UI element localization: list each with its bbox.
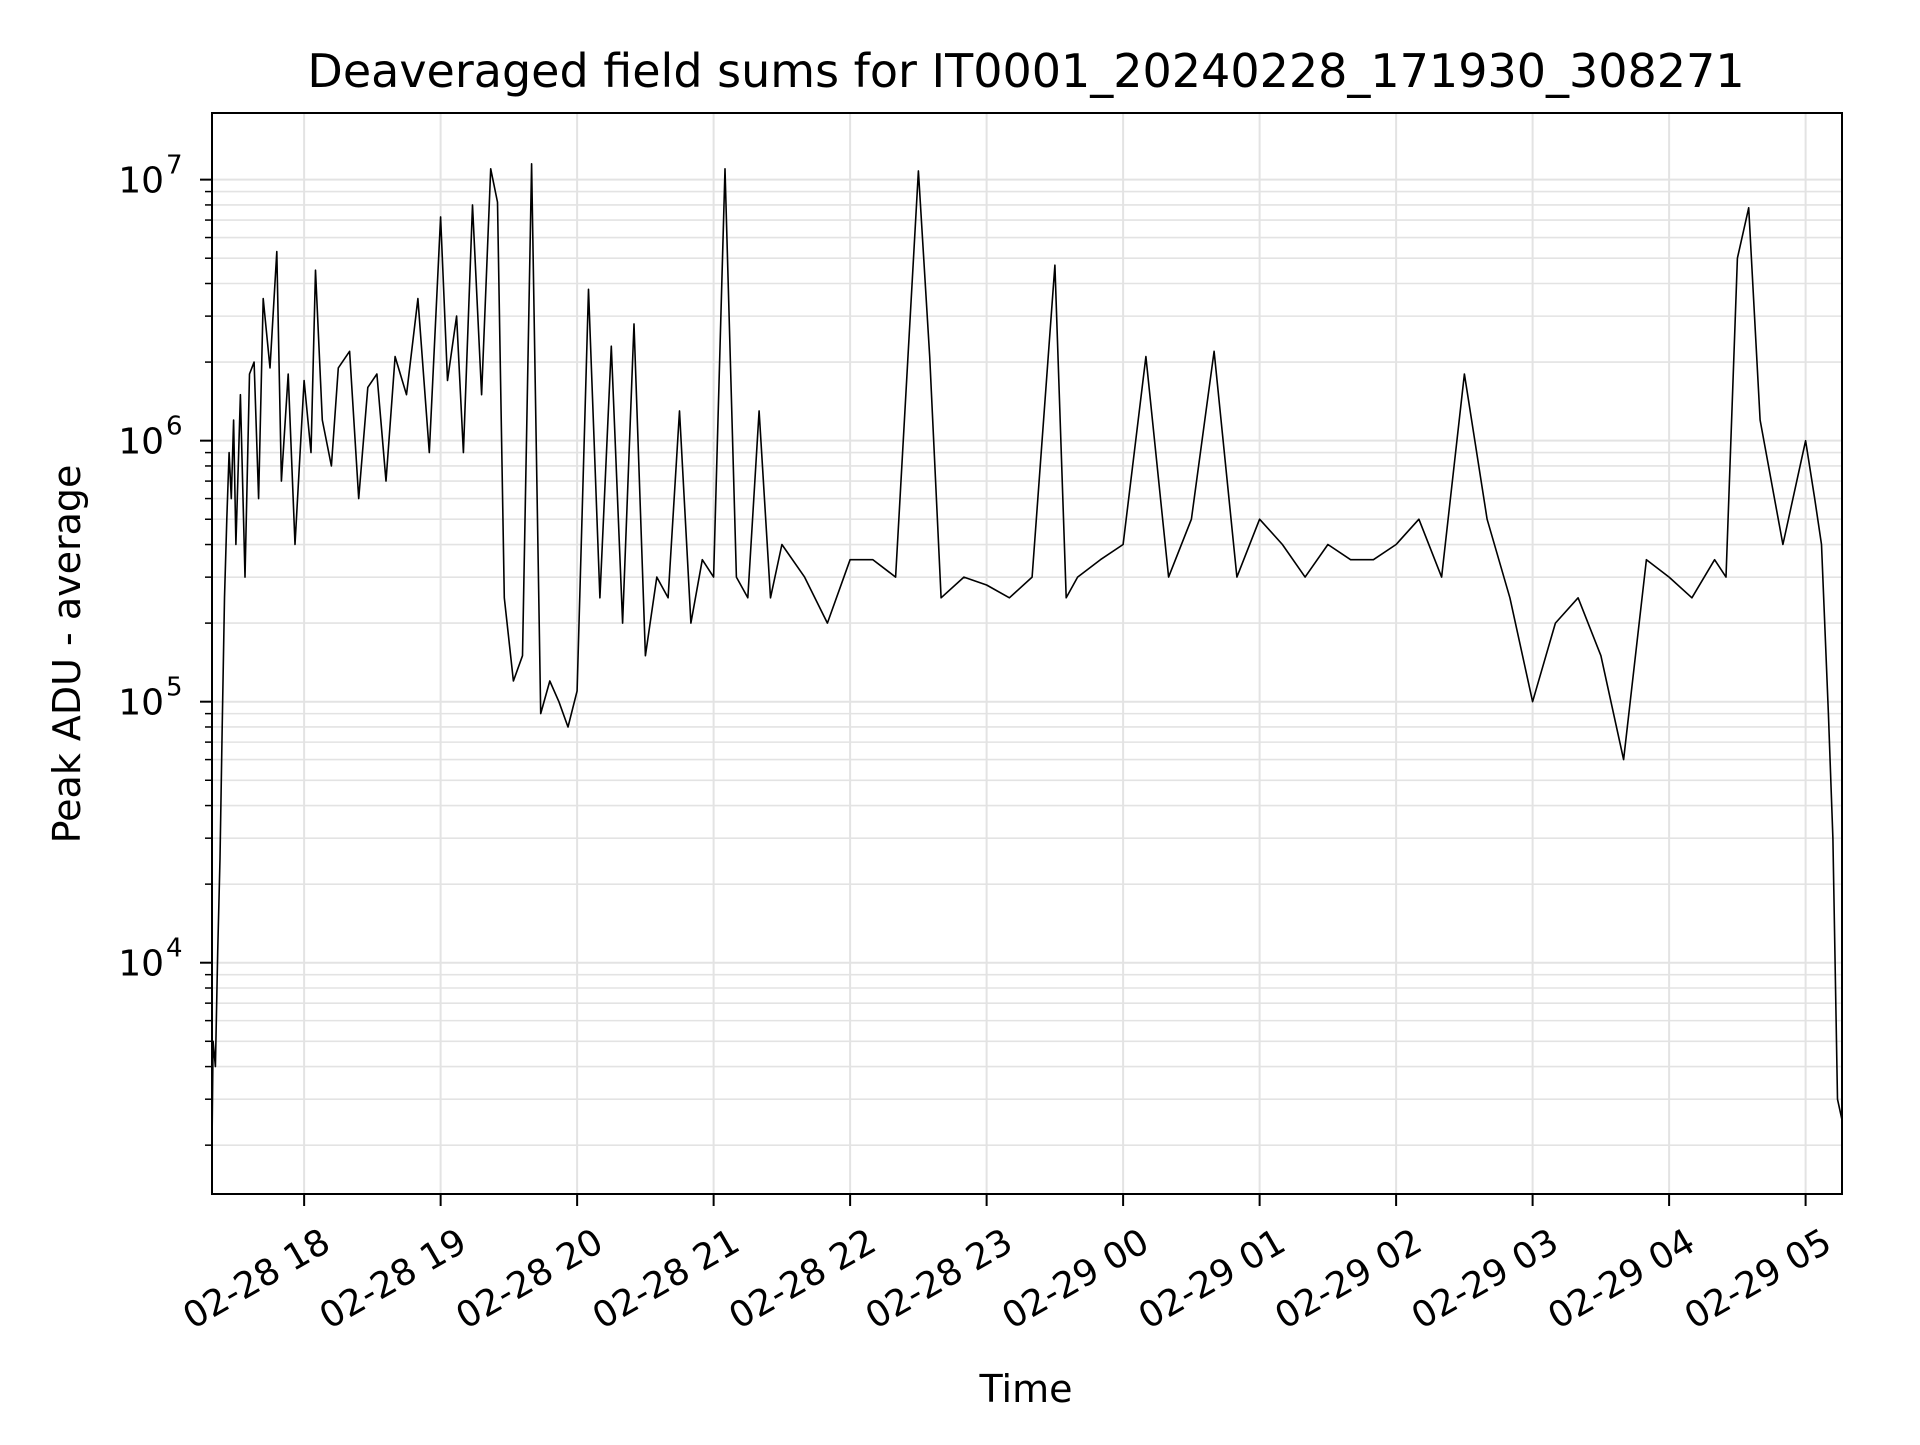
y-tick-label: 10 [118, 161, 164, 202]
series-layer [211, 163, 1843, 1146]
y-tick-label: 10 [118, 683, 164, 724]
series-line [211, 163, 1843, 1146]
y-axis-label: Peak ADU - average [45, 465, 89, 844]
chart-title: Deaveraged field sums for IT0001_2024022… [307, 44, 1744, 98]
grid-lines [212, 113, 1842, 1194]
axes-frame [211, 112, 1843, 1195]
y-tick-label: 10 [118, 944, 164, 985]
x-axis-label: Time [979, 1367, 1073, 1411]
y-tick-label: 10 [118, 422, 164, 463]
y-tick-exponent: 6 [166, 412, 183, 442]
y-tick-exponent: 5 [166, 673, 183, 703]
y-tick-exponent: 7 [166, 151, 183, 181]
y-tick-exponent: 4 [166, 934, 183, 964]
